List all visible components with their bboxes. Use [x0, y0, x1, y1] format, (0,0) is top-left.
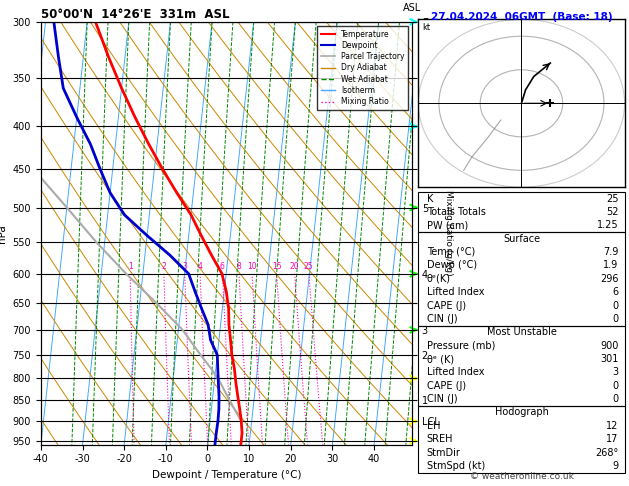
Text: 6: 6 [220, 262, 225, 271]
Text: θᵉ (K): θᵉ (K) [426, 354, 454, 364]
Text: Totals Totals: Totals Totals [426, 207, 486, 217]
Text: Lifted Index: Lifted Index [426, 367, 484, 378]
Text: Hodograph: Hodograph [494, 407, 548, 417]
Text: 1.9: 1.9 [603, 260, 618, 271]
Bar [418, 406, 625, 472]
Bar [418, 232, 625, 326]
Text: StmSpd (kt): StmSpd (kt) [426, 461, 485, 471]
Text: 52: 52 [606, 207, 618, 217]
Text: 20: 20 [290, 262, 299, 271]
Text: km
ASL: km ASL [403, 0, 421, 14]
Text: Surface: Surface [503, 234, 540, 244]
Text: 3: 3 [182, 262, 187, 271]
Text: 900: 900 [600, 341, 618, 351]
Text: 3: 3 [612, 367, 618, 378]
Text: Dewp (°C): Dewp (°C) [426, 260, 477, 271]
Text: 25: 25 [606, 193, 618, 204]
Text: Most Unstable: Most Unstable [486, 327, 557, 337]
Text: 1.25: 1.25 [597, 220, 618, 230]
Text: 268°: 268° [595, 448, 618, 458]
Text: Lifted Index: Lifted Index [426, 287, 484, 297]
Bar [418, 326, 625, 406]
Y-axis label: Mixing Ratio (g/kg): Mixing Ratio (g/kg) [444, 191, 454, 276]
Text: 0: 0 [612, 394, 618, 404]
Text: CIN (J): CIN (J) [426, 314, 457, 324]
Text: 7.9: 7.9 [603, 247, 618, 257]
Text: 2: 2 [162, 262, 166, 271]
Text: 12: 12 [606, 421, 618, 431]
Text: 17: 17 [606, 434, 618, 444]
Text: K: K [426, 193, 433, 204]
Text: 0: 0 [612, 381, 618, 391]
Text: 8: 8 [237, 262, 242, 271]
Text: 0: 0 [612, 300, 618, 311]
Text: © weatheronline.co.uk: © weatheronline.co.uk [469, 472, 574, 481]
Text: StmDir: StmDir [426, 448, 460, 458]
Text: Pressure (mb): Pressure (mb) [426, 341, 495, 351]
Text: CIN (J): CIN (J) [426, 394, 457, 404]
Text: 296: 296 [600, 274, 618, 284]
Y-axis label: hPa: hPa [0, 224, 7, 243]
Text: EH: EH [426, 421, 440, 431]
Text: 4: 4 [198, 262, 203, 271]
Text: 50°00'N  14°26'E  331m  ASL: 50°00'N 14°26'E 331m ASL [41, 8, 230, 21]
Text: kt: kt [423, 22, 430, 32]
Text: 27.04.2024  06GMT  (Base: 18): 27.04.2024 06GMT (Base: 18) [431, 12, 612, 22]
Text: CAPE (J): CAPE (J) [426, 300, 465, 311]
X-axis label: Dewpoint / Temperature (°C): Dewpoint / Temperature (°C) [152, 470, 301, 480]
Text: PW (cm): PW (cm) [426, 220, 468, 230]
Text: 25: 25 [304, 262, 314, 271]
Text: SREH: SREH [426, 434, 453, 444]
Text: 10: 10 [247, 262, 257, 271]
Text: 301: 301 [600, 354, 618, 364]
Text: 0: 0 [612, 314, 618, 324]
Legend: Temperature, Dewpoint, Parcel Trajectory, Dry Adiabat, Wet Adiabat, Isotherm, Mi: Temperature, Dewpoint, Parcel Trajectory… [317, 26, 408, 110]
Text: 15: 15 [272, 262, 281, 271]
Bar [418, 192, 625, 232]
Text: 9: 9 [612, 461, 618, 471]
Text: 1: 1 [128, 262, 133, 271]
Text: θᵉ(K): θᵉ(K) [426, 274, 450, 284]
Text: 6: 6 [612, 287, 618, 297]
Text: Temp (°C): Temp (°C) [426, 247, 475, 257]
Text: CAPE (J): CAPE (J) [426, 381, 465, 391]
